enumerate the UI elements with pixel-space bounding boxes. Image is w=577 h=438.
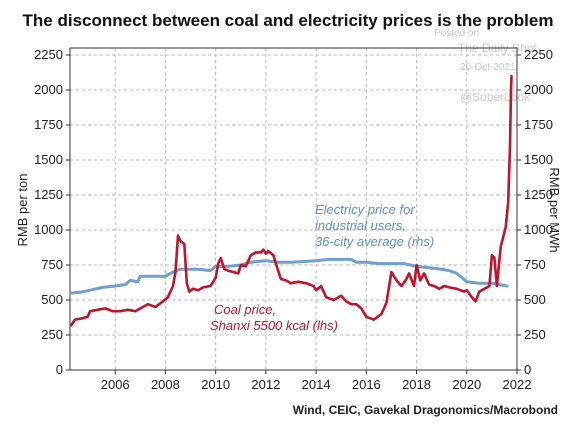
y-tick-label-right: 500 xyxy=(524,292,546,307)
y-tick-label-right: 1250 xyxy=(524,187,553,202)
x-tick-label: 2018 xyxy=(402,377,431,392)
coal-label-line-1: Coal price, xyxy=(214,302,276,317)
x-tick-label: 2016 xyxy=(352,377,381,392)
y-tick-label-left: 0 xyxy=(56,362,63,377)
gridlines xyxy=(70,48,518,370)
y-tick-label-left: 2000 xyxy=(34,82,63,97)
coal-price-line xyxy=(70,74,513,327)
electricity-label-line-1: Electricy price for xyxy=(315,202,415,217)
x-tick-label: 2012 xyxy=(251,377,280,392)
y-tick-label-right: 2000 xyxy=(524,82,553,97)
electricity-label-line-3: 36-city average (rhs) xyxy=(315,234,434,249)
y-tick-label-right: 1500 xyxy=(524,152,553,167)
x-tick-label: 2010 xyxy=(201,377,230,392)
series-lines xyxy=(69,74,513,327)
y-tick-label-left: 500 xyxy=(41,292,63,307)
y-tick-label-left: 750 xyxy=(41,257,63,272)
y-tick-label-right: 1750 xyxy=(524,117,553,132)
y-tick-label-left: 2250 xyxy=(34,47,63,62)
electricity-label-line-2: industrial users, xyxy=(315,218,406,233)
y-tick-label-right: 0 xyxy=(524,362,531,377)
y-tick-label-left: 1250 xyxy=(34,187,63,202)
y-tick-label-left: 1750 xyxy=(34,117,63,132)
x-tick-label: 2020 xyxy=(452,377,481,392)
x-tick-label: 2022 xyxy=(503,377,532,392)
electricity-price-line xyxy=(69,257,509,295)
electricity-series-label: Electricy price for industrial users, 36… xyxy=(315,202,434,249)
coal-label-line-2: Shanxi 5500 kcal (lhs) xyxy=(210,318,338,333)
x-tick-label: 2014 xyxy=(302,377,331,392)
x-tick-label: 2008 xyxy=(151,377,180,392)
coal-series-label: Coal price, Shanxi 5500 kcal (lhs) xyxy=(210,302,338,333)
y-tick-label-left: 250 xyxy=(41,327,63,342)
watermark-line-3: 20-Oct-2021 xyxy=(460,62,516,73)
y-tick-label-left: 1500 xyxy=(34,152,63,167)
y-tick-label-right: 750 xyxy=(524,257,546,272)
x-tick-label: 2006 xyxy=(101,377,130,392)
source-note: Wind, CEIC, Gavekal Dragonomics/Macrobon… xyxy=(293,403,558,417)
y-axis-right-label: RMB per MWh xyxy=(547,167,562,252)
y-tick-label-left: 1000 xyxy=(34,222,63,237)
watermark-line-1: Posted on xyxy=(434,28,479,39)
watermark-line-4: @SoberLook xyxy=(460,90,531,104)
y-axis-right: 0 250 500 750 1000 1250 1500 1750 2000 2250 xyxy=(517,47,553,377)
y-tick-label-right: 2250 xyxy=(524,47,553,62)
y-tick-label-right: 1000 xyxy=(524,222,553,237)
plot-frame xyxy=(69,47,518,371)
y-tick-label-right: 250 xyxy=(524,327,546,342)
x-axis: 2006 2008 2010 2012 2014 2016 2018 2020 2022 xyxy=(101,370,532,392)
y-axis-left-label: RMB per ton xyxy=(15,174,30,247)
watermark: Posted on The Daily Shot 20-Oct-2021 @So… xyxy=(434,28,537,104)
y-axis-left: 0 250 500 750 1000 1250 1500 1750 2000 2250 xyxy=(34,47,70,377)
chart-title: The disconnect between coal and electric… xyxy=(23,11,554,30)
